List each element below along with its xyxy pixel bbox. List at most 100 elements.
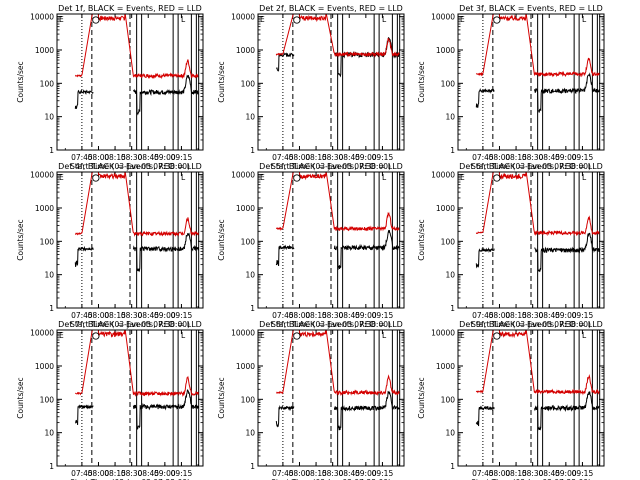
lld-series-line (475, 172, 600, 237)
x-tick-label: 07:45 (472, 153, 494, 162)
x-axis-label: Start Time (03-Jan-03 07:38:00) (471, 162, 591, 171)
plot-frame (457, 171, 605, 309)
x-tick-label: 08:30 (121, 469, 143, 478)
flag-circle-marker (493, 332, 501, 340)
y-tick-label: 10 (245, 113, 255, 122)
x-tick-label: 09:15 (171, 469, 193, 478)
corner-letter-left: E (460, 331, 465, 340)
x-tick-label: 07:45 (272, 311, 294, 320)
y-tick-label: 10000 (30, 329, 54, 338)
lld-series-line (75, 14, 199, 80)
x-tick-label: 08:15 (305, 469, 327, 478)
x-tick-label: 08:45 (338, 469, 360, 478)
y-axis-label: Counts/sec (417, 219, 426, 260)
x-tick-label: 08:00 (489, 311, 511, 320)
corner-letter-right: L (582, 173, 587, 182)
x-tick-label: 08:00 (289, 469, 311, 478)
x-tick-label: 08:45 (137, 311, 159, 320)
marker-lines (282, 14, 401, 150)
corner-letter-left: E (59, 15, 64, 24)
y-tick-label: 100 (241, 237, 256, 246)
x-tick-label: 08:15 (505, 469, 527, 478)
lld-series-line (475, 14, 600, 78)
plot-frame (257, 13, 405, 151)
x-tick-label: 08:15 (305, 311, 327, 320)
chart-panel-2: Det 2f, BLACK = Events, RED = LLD Counts/… (217, 4, 405, 171)
chart-panel-7: Det 7f, BLACK = Events, RED = LLD Counts/… (16, 320, 204, 480)
y-tick-label: 1 (450, 146, 455, 155)
x-tick-label: 08:15 (104, 311, 126, 320)
x-tick-label: 08:45 (538, 311, 560, 320)
corner-letter-right: L (181, 15, 186, 24)
marker-lines (81, 14, 200, 150)
marker-lines (282, 330, 401, 466)
y-tick-label: 1000 (35, 46, 54, 55)
y-axis-label: Counts/sec (217, 219, 226, 260)
corner-letter-right: L (181, 173, 186, 182)
x-tick-label: 08:30 (522, 153, 544, 162)
x-tick-label: 08:15 (305, 153, 327, 162)
x-axis-label: Start Time (03-Jan-03 07:38:00) (471, 478, 591, 480)
y-axis-label: Counts/sec (217, 377, 226, 418)
y-tick-label: 100 (241, 79, 256, 88)
x-tick-label: 08:30 (522, 311, 544, 320)
y-tick-label: 1 (450, 304, 455, 313)
x-tick-label: 07:45 (272, 153, 294, 162)
x-tick-label: 09:15 (572, 153, 594, 162)
corner-letter-right: L (382, 173, 387, 182)
corner-letter-right: L (382, 331, 387, 340)
y-tick-label: 100 (441, 237, 456, 246)
plot-frame (457, 329, 605, 467)
chart-title: Det 4f, BLACK = Events, RED = LLD (58, 162, 202, 171)
chart-panel-5: Det 5f, BLACK = Events, RED = LLD Counts/… (217, 162, 405, 329)
flag-circle-marker (493, 16, 501, 24)
corner-letter-left: E (260, 15, 265, 24)
y-tick-label: 1000 (236, 362, 255, 371)
y-tick-label: 10000 (30, 171, 54, 180)
y-tick-label: 1000 (436, 362, 455, 371)
lld-series-line (276, 330, 400, 397)
x-tick-label: 09:00 (355, 311, 377, 320)
chart-panel-9: Det 9f, BLACK = Events, RED = LLD Counts/… (417, 320, 605, 480)
flag-circle-marker (92, 16, 100, 24)
y-tick-label: 1 (49, 304, 54, 313)
y-tick-label: 100 (40, 79, 55, 88)
x-tick-label: 09:15 (572, 469, 594, 478)
y-tick-label: 10 (44, 429, 54, 438)
x-tick-label: 08:15 (505, 311, 527, 320)
y-tick-label: 10000 (231, 13, 255, 22)
x-axis-label: Start Time (03-Jan-03 07:38:00) (70, 162, 190, 171)
events-series-line (475, 232, 600, 273)
x-tick-label: 09:00 (355, 153, 377, 162)
y-tick-label: 10000 (431, 329, 455, 338)
y-axis-label: Counts/sec (16, 219, 25, 260)
chart-panel-4: Det 4f, BLACK = Events, RED = LLD Counts/… (16, 162, 204, 329)
events-series-line (275, 390, 400, 431)
x-axis-label: Start Time (03-Jan-03 07:38:00) (271, 320, 391, 329)
x-tick-label: 09:15 (171, 311, 193, 320)
y-tick-label: 10 (245, 429, 255, 438)
x-tick-label: 09:00 (555, 469, 577, 478)
x-tick-label: 08:45 (338, 153, 360, 162)
plot-frame (257, 329, 405, 467)
y-axis-label: Counts/sec (16, 61, 25, 102)
x-tick-label: 08:15 (104, 153, 126, 162)
y-tick-label: 10000 (231, 329, 255, 338)
corner-letter-left: E (59, 331, 64, 340)
lld-series-line (275, 14, 400, 58)
y-tick-label: 10 (445, 429, 455, 438)
chart-panel-1: Det 1f, BLACK = Events, RED = LLD Counts/… (16, 4, 204, 171)
flag-circle-marker (92, 174, 100, 182)
lld-series-line (75, 172, 199, 237)
y-tick-label: 10000 (231, 171, 255, 180)
flag-circle-marker (92, 332, 100, 340)
y-tick-label: 1000 (236, 46, 255, 55)
y-axis-label: Counts/sec (217, 61, 226, 102)
chart-title: Det 9f, BLACK = Events, RED = LLD (459, 320, 603, 329)
x-tick-label: 08:45 (538, 469, 560, 478)
marker-lines (282, 172, 401, 308)
y-tick-label: 10 (44, 271, 54, 280)
flag-circle-marker (293, 174, 301, 182)
plot-frame (457, 13, 605, 151)
